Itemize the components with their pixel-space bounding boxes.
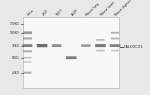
Text: Mouse lung: Mouse lung xyxy=(85,2,100,17)
Text: 100KD-: 100KD- xyxy=(10,31,21,35)
Text: Mouse thymus: Mouse thymus xyxy=(114,0,133,17)
Text: A549: A549 xyxy=(70,8,79,17)
Text: 130KD-: 130KD- xyxy=(10,22,21,26)
Bar xyxy=(23,17,119,88)
Text: 70KD-: 70KD- xyxy=(12,44,21,48)
FancyBboxPatch shape xyxy=(23,72,32,74)
FancyBboxPatch shape xyxy=(23,50,32,52)
FancyBboxPatch shape xyxy=(110,44,120,47)
Text: 293T: 293T xyxy=(41,8,50,17)
FancyBboxPatch shape xyxy=(96,50,105,51)
FancyBboxPatch shape xyxy=(37,44,47,47)
FancyBboxPatch shape xyxy=(23,37,32,40)
Text: CALCOCO1: CALCOCO1 xyxy=(123,45,143,49)
Text: MCF7: MCF7 xyxy=(56,8,64,17)
FancyBboxPatch shape xyxy=(52,44,62,47)
Text: Mouse heart: Mouse heart xyxy=(100,1,116,17)
Text: 40KD-: 40KD- xyxy=(12,71,21,75)
FancyBboxPatch shape xyxy=(96,39,105,41)
FancyBboxPatch shape xyxy=(111,32,119,34)
FancyBboxPatch shape xyxy=(111,38,119,39)
FancyBboxPatch shape xyxy=(23,31,32,34)
FancyBboxPatch shape xyxy=(111,50,119,51)
FancyBboxPatch shape xyxy=(66,56,76,59)
Text: 55KD-: 55KD- xyxy=(12,56,21,60)
FancyBboxPatch shape xyxy=(23,61,32,63)
Text: HeLa: HeLa xyxy=(27,8,35,17)
FancyBboxPatch shape xyxy=(95,44,106,47)
FancyBboxPatch shape xyxy=(22,44,32,47)
FancyBboxPatch shape xyxy=(23,57,32,59)
FancyBboxPatch shape xyxy=(81,44,91,47)
